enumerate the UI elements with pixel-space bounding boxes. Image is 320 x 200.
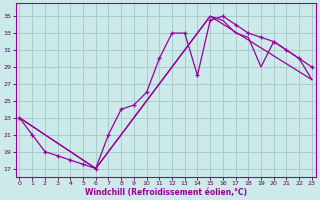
X-axis label: Windchill (Refroidissement éolien,°C): Windchill (Refroidissement éolien,°C) <box>85 188 247 197</box>
